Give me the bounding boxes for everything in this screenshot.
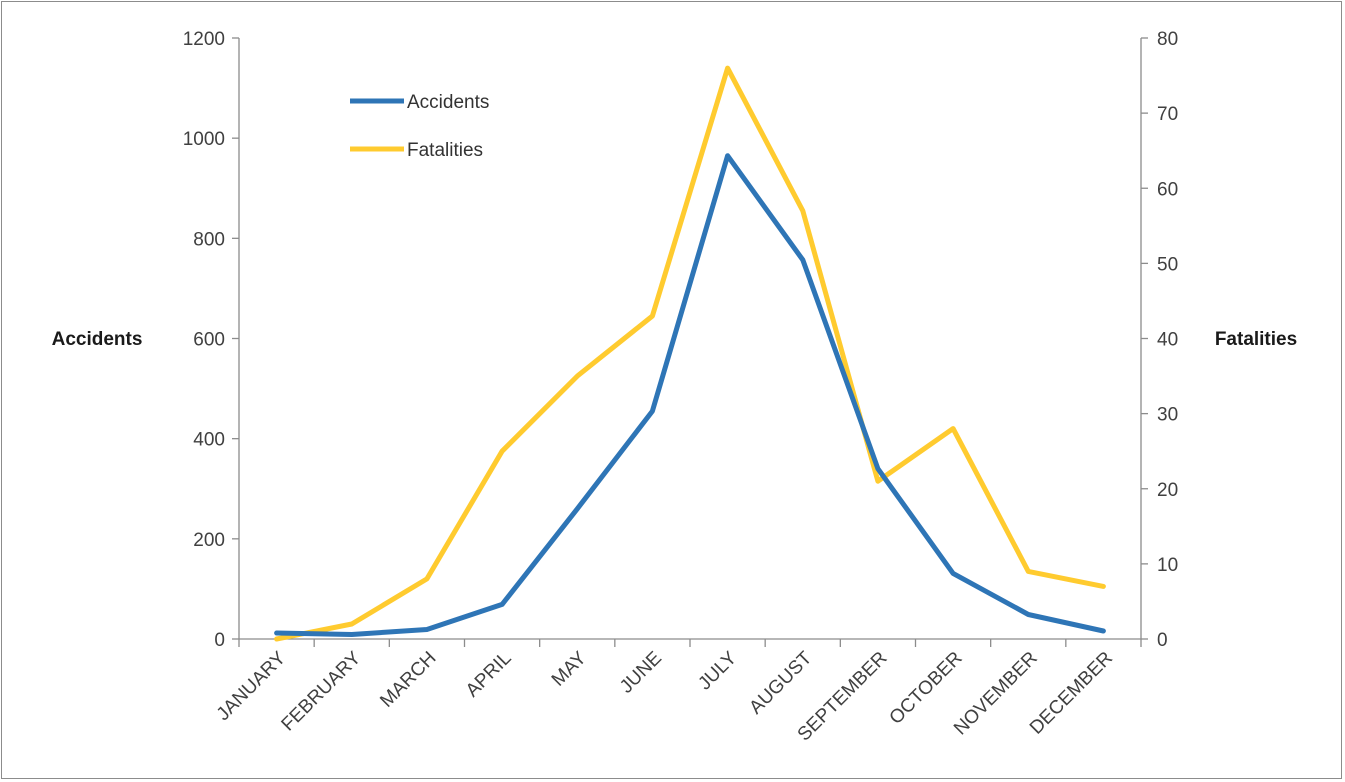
right-tick-label: 70: [1157, 104, 1178, 125]
left-tick-label: 600: [193, 330, 225, 351]
axes: 0 200 400 600 800 1000 1200 0 10 20 30 40 50 60 70 80 JA…: [183, 29, 1178, 745]
right-axis-title: Fatalities: [1215, 329, 1297, 350]
left-tick-label: 800: [193, 229, 225, 250]
x-category-label: AUGUST: [745, 647, 816, 718]
right-tick-label: 50: [1157, 254, 1178, 275]
series-lines: [274, 65, 1106, 642]
x-category-label: APRIL: [462, 648, 516, 702]
series-line-fatalities: [274, 65, 1106, 642]
legend-label-accidents: Accidents: [407, 92, 489, 113]
left-axis-title: Accidents: [52, 329, 143, 350]
right-tick-label: 10: [1157, 555, 1178, 576]
left-tick-label: 1000: [183, 129, 225, 150]
right-tick-label: 60: [1157, 179, 1178, 200]
right-tick-label: 20: [1157, 480, 1178, 501]
x-category-label: JANUARY: [213, 647, 291, 725]
axis-labels: Accidents Fatalities: [52, 329, 1298, 350]
series-line-accidents: [274, 153, 1106, 637]
x-category-label: JUNE: [616, 648, 666, 698]
left-tick-label: 200: [193, 530, 225, 551]
x-category-label: MAY: [548, 647, 591, 690]
x-category-label: OCTOBER: [886, 648, 967, 729]
right-tick-label: 40: [1157, 330, 1178, 351]
right-tick-label: 0: [1157, 630, 1168, 651]
legend: Accidents Fatalities: [350, 92, 489, 161]
left-tick-label: 0: [214, 630, 225, 651]
right-tick-label: 80: [1157, 29, 1178, 50]
x-category-label: JULY: [694, 647, 741, 694]
x-category-label: FEBRUARY: [278, 647, 366, 735]
left-tick-label: 400: [193, 430, 225, 451]
right-tick-label: 30: [1157, 405, 1178, 426]
legend-label-fatalities: Fatalities: [407, 140, 483, 161]
x-category-label: MARCH: [376, 648, 440, 712]
left-tick-label: 1200: [183, 29, 225, 50]
